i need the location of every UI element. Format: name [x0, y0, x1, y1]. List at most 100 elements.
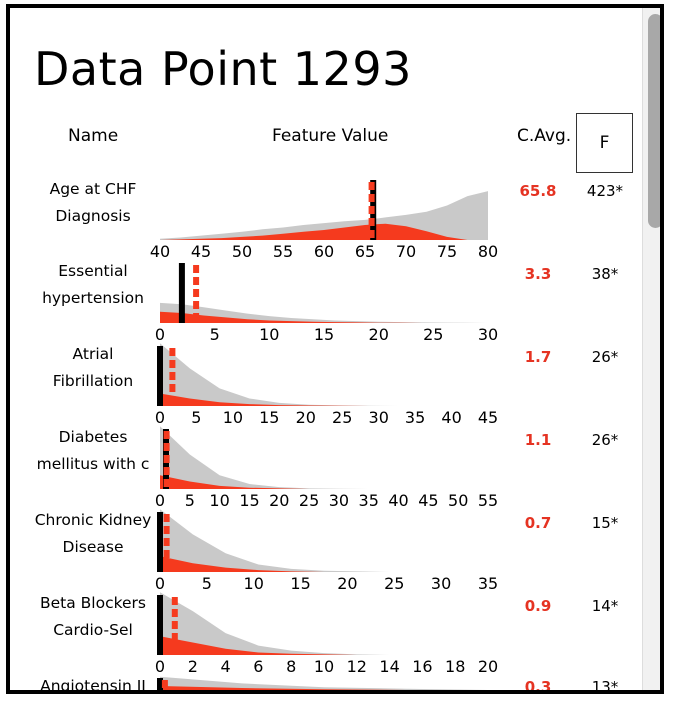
axis-tick-label: 10	[314, 657, 334, 676]
axis-tick-label: 10	[259, 325, 279, 344]
axis-tick-label: 5	[185, 491, 195, 510]
column-header-cavg: C.Avg.	[517, 126, 572, 146]
axis-tick-label: 8	[286, 657, 296, 676]
feature-distribution-charts: 40 45 50 55 60 65 70 75 800 5 10 15 20 25 300 5 10 15 20 25…	[150, 180, 498, 690]
f-value-beta-blockers: 14*	[591, 597, 619, 615]
axis-tick-label: 30	[478, 325, 498, 344]
axis-tick-label: 25	[423, 325, 443, 344]
axis-tick-label: 5	[210, 325, 220, 344]
axis-tick-label: 16	[412, 657, 432, 676]
axis-tick-label: 0	[155, 491, 165, 510]
axis-tick-label: 55	[273, 242, 293, 261]
axis-tick-label: 60	[314, 242, 334, 261]
axis-tick-label: 25	[332, 408, 352, 427]
distribution-class-area	[160, 556, 488, 572]
distribution-class-area	[160, 475, 488, 489]
axis-tick-label: 25	[384, 574, 404, 593]
axis-tick-label: 65	[355, 242, 375, 261]
axis-tick-label: 30	[369, 408, 389, 427]
scrollbar-thumb[interactable]	[648, 14, 660, 228]
axis-tick-label: 25	[299, 491, 319, 510]
axis-tick-label: 15	[290, 574, 310, 593]
feature-value-marker	[178, 263, 185, 323]
f-value-essential-hypertension: 38*	[591, 265, 619, 283]
axis-tick-label: 80	[478, 242, 498, 261]
distribution-class-area	[160, 686, 488, 690]
axis-tick-label: 15	[259, 408, 279, 427]
cavg-value-beta-blockers: 0.9	[524, 597, 552, 615]
axis-tick-label: 6	[253, 657, 263, 676]
cavg-value-chronic-kidney-disease: 0.7	[524, 514, 552, 532]
f-value-age-at-chf-diagnosis: 423*	[586, 182, 624, 200]
axis-tick-label: 4	[221, 657, 231, 676]
feature-value-marker	[157, 512, 163, 572]
axis-tick-label: 14	[379, 657, 399, 676]
cavg-value-essential-hypertension: 3.3	[524, 265, 552, 283]
axis-tick-label: 0	[155, 574, 165, 593]
axis-tick-label: 20	[337, 574, 357, 593]
cavg-value-age-at-chf-diagnosis: 65.8	[519, 182, 557, 200]
distribution-class-area	[160, 311, 488, 323]
axis-tick-label: 15	[239, 491, 259, 510]
axis-tick-label: 75	[437, 242, 457, 261]
axis-tick-label: 35	[405, 408, 425, 427]
feature-name-atrial-fibrillation: Atrial Fibrillation	[52, 345, 134, 390]
cavg-value-diabetes-mellitus: 1.1	[524, 431, 552, 449]
axis-tick-label: 0	[155, 657, 165, 676]
axis-tick-label: 30	[431, 574, 451, 593]
axis-tick-label: 45	[478, 408, 498, 427]
column-header-f-sort-button[interactable]: F	[576, 113, 633, 173]
axis-tick-label: 20	[369, 325, 389, 344]
axis-tick-label: 2	[188, 657, 198, 676]
feature-name-chronic-kidney-disease: Chronic Kidney Disease	[34, 511, 152, 556]
axis-tick-label: 35	[359, 491, 379, 510]
axis-tick-label: 40	[388, 491, 408, 510]
feature-name-beta-blockers: Beta Blockers Cardio-Sel	[39, 594, 147, 639]
distribution-all-area	[160, 302, 488, 323]
feature-name-essential-hypertension: Essential hypertension	[42, 262, 144, 307]
axis-tick-label: 15	[314, 325, 334, 344]
feature-name-angiotensin-ii: Angiotensin II	[40, 677, 146, 694]
feature-value-marker	[157, 678, 163, 690]
axis-tick-label: 20	[478, 657, 498, 676]
axis-tick-label: 20	[269, 491, 289, 510]
axis-tick-label: 45	[191, 242, 211, 261]
f-value-chronic-kidney-disease: 15*	[591, 514, 619, 532]
axis-tick-label: 30	[329, 491, 349, 510]
feature-value-marker	[157, 595, 163, 655]
distribution-class-area	[160, 223, 488, 240]
data-point-panel: Data Point 1293 Name Feature Value C.Avg…	[6, 4, 664, 694]
axis-tick-label: 10	[223, 408, 243, 427]
axis-tick-label: 5	[202, 574, 212, 593]
axis-tick-label: 45	[418, 491, 438, 510]
distribution-all-area	[160, 509, 488, 572]
axis-tick-label: 40	[150, 242, 170, 261]
axis-tick-label: 55	[478, 491, 498, 510]
distribution-all-area	[160, 676, 488, 690]
distribution-class-area	[160, 636, 488, 655]
axis-tick-label: 5	[191, 408, 201, 427]
feature-name-age-at-chf-diagnosis: Age at CHF Diagnosis	[49, 180, 137, 225]
distribution-class-area	[160, 393, 488, 406]
page-title: Data Point 1293	[34, 42, 412, 96]
cavg-value-angiotensin-ii: 0.3	[524, 678, 552, 694]
distribution-all-area	[160, 426, 488, 489]
axis-tick-label: 10	[244, 574, 264, 593]
distribution-all-area	[160, 592, 488, 655]
column-header-feature-value: Feature Value	[272, 126, 389, 146]
axis-tick-label: 50	[232, 242, 252, 261]
axis-tick-label: 0	[155, 408, 165, 427]
column-header-f-label: F	[599, 133, 610, 153]
f-value-atrial-fibrillation: 26*	[591, 348, 619, 366]
axis-tick-label: 35	[478, 574, 498, 593]
vertical-scrollbar[interactable]	[642, 8, 660, 690]
axis-tick-label: 70	[396, 242, 416, 261]
axis-tick-label: 50	[448, 491, 468, 510]
distribution-all-area	[160, 343, 488, 406]
axis-tick-label: 10	[209, 491, 229, 510]
axis-tick-label: 20	[296, 408, 316, 427]
f-value-diabetes-mellitus: 26*	[591, 431, 619, 449]
axis-tick-label: 40	[441, 408, 461, 427]
axis-tick-label: 12	[347, 657, 367, 676]
cavg-value-atrial-fibrillation: 1.7	[524, 348, 552, 366]
